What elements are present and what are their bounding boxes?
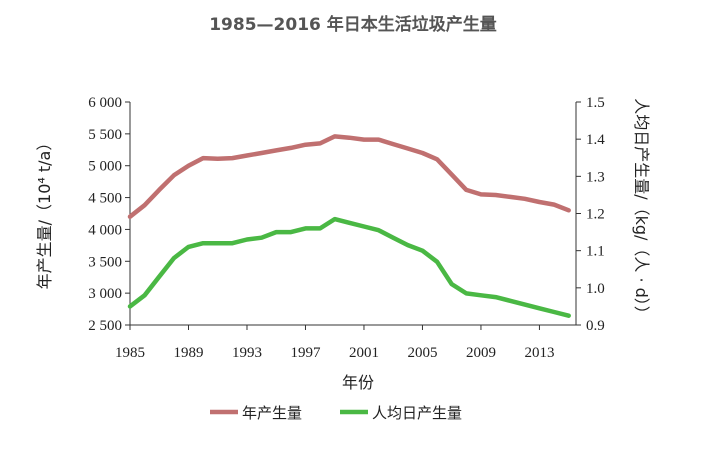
y-right-tick-label: 1.4 xyxy=(586,132,605,148)
x-tick-label: 1989 xyxy=(173,345,203,361)
x-tick-label: 1985 xyxy=(115,345,145,361)
series-line-1 xyxy=(127,134,571,219)
y-right-axis: 0.9 1.0 1.1 1.2 1.3 1.4 1.5 xyxy=(576,95,605,334)
y-right-axis-title: 人均日产生量/（kg/（人 · d）） xyxy=(632,98,651,322)
y-right-tick-label: 0.9 xyxy=(586,318,605,334)
y-right-tick-label: 1.5 xyxy=(586,95,605,111)
x-tick-label: 2001 xyxy=(349,345,379,361)
y-left-tick-label: 5 000 xyxy=(88,159,122,175)
x-tick-label: 2013 xyxy=(524,345,554,361)
plot-frame xyxy=(129,102,577,326)
x-tick-label: 1993 xyxy=(232,345,262,361)
y-left-tick-label: 5 500 xyxy=(88,127,122,143)
y-left-tick-label: 4 500 xyxy=(88,191,122,207)
legend-label-1: 年产生量 xyxy=(242,404,302,422)
y-left-tick-label: 6 000 xyxy=(88,95,122,111)
series-layer xyxy=(127,134,571,318)
y-left-tick-label: 2 500 xyxy=(88,318,122,334)
y-right-tick-label: 1.1 xyxy=(586,244,605,260)
y-left-tick-label: 4 000 xyxy=(88,222,122,238)
x-axis-title: 年份 xyxy=(342,373,374,392)
page-title: 1985—2016 年日本生活垃圾产生量 xyxy=(209,15,497,35)
x-axis: 1985 1989 1993 1997 2001 2005 2009 2013 xyxy=(115,325,554,361)
x-tick-label: 2005 xyxy=(407,345,437,361)
y-left-tick-label: 3 000 xyxy=(88,286,122,302)
x-tick-label: 2009 xyxy=(466,345,496,361)
series-line-2 xyxy=(127,216,571,318)
legend-label-2: 人均日产生量 xyxy=(372,404,462,422)
y-left-axis: 2 500 3 000 3 500 4 000 4 500 5 000 5 500 6 000 xyxy=(88,95,130,334)
y-right-tick-label: 1.0 xyxy=(586,281,605,297)
y-right-tick-label: 1.3 xyxy=(586,169,605,185)
legend: 年产生量 人均日产生量 xyxy=(210,404,462,422)
y-right-tick-label: 1.2 xyxy=(586,207,605,223)
y-left-axis-title: 年产生量/（10⁴ t/a） xyxy=(35,135,54,290)
x-tick-label: 1997 xyxy=(290,345,321,361)
y-left-tick-label: 3 500 xyxy=(88,254,122,270)
